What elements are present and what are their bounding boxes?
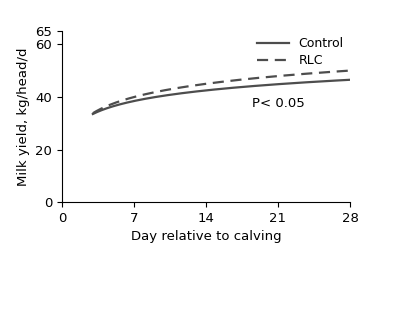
Legend: Control, RLC: Control, RLC: [257, 37, 344, 67]
Y-axis label: Milk yield, kg/head/d: Milk yield, kg/head/d: [17, 47, 30, 186]
X-axis label: Day relative to calving: Day relative to calving: [131, 230, 281, 244]
Text: P< 0.05: P< 0.05: [252, 97, 305, 110]
